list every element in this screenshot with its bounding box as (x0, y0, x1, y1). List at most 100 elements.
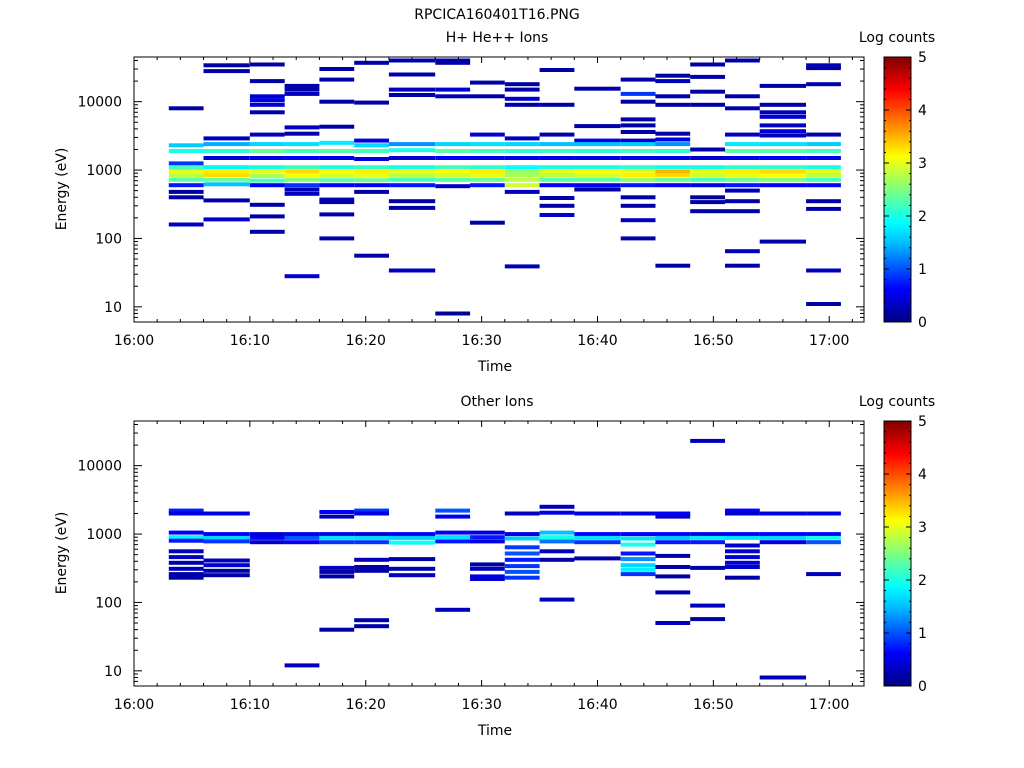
heatmap-cell (168, 511, 204, 516)
heatmap-cell (725, 555, 760, 560)
heatmap-cell (470, 539, 505, 544)
heatmap-cell (435, 311, 471, 316)
heatmap-cell (354, 165, 389, 170)
heatmap-cell (759, 114, 806, 119)
heatmap-cell (504, 189, 540, 194)
heatmap-cell (284, 91, 320, 96)
heatmap-cell (319, 156, 355, 160)
heatmap-cell (470, 165, 505, 170)
heatmap-cell (725, 249, 760, 254)
heatmap-cell (388, 268, 436, 273)
heatmap-cell (388, 177, 436, 182)
colorbar-tick-label: 1 (918, 626, 927, 642)
heatmap-cell (504, 87, 540, 92)
heatmap-cell (249, 174, 285, 178)
x-tick-label: 16:30 (461, 697, 501, 713)
colorbar-tick-label: 0 (918, 315, 927, 331)
colorbar-label: Log counts (859, 30, 935, 46)
heatmap-cell (690, 195, 725, 200)
heatmap-cell (435, 156, 471, 160)
heatmap-cell (249, 79, 285, 84)
heatmap-cell (759, 675, 806, 680)
heatmap-cell (504, 557, 540, 562)
heatmap-cell (806, 142, 841, 147)
heatmap-cell (620, 123, 656, 128)
heatmap-cell (504, 156, 540, 160)
heatmap-cell (354, 568, 389, 573)
heatmap-cell (203, 539, 250, 544)
heatmap-cell (759, 177, 806, 182)
heatmap-cell (620, 572, 656, 577)
heatmap-cell (690, 438, 725, 443)
heatmap-cell (806, 165, 841, 170)
heatmap-cell (759, 532, 806, 537)
heatmap-cell (249, 202, 285, 207)
heatmap-cell (435, 165, 471, 170)
figure-title: RPCICA160401T16.PNG (414, 7, 579, 23)
heatmap-cell (319, 510, 355, 514)
heatmap-cell (168, 549, 204, 554)
heatmap-cell (620, 138, 656, 143)
heatmap-cell (203, 69, 250, 74)
heatmap-cell (574, 540, 621, 545)
heatmap-cell (168, 575, 204, 580)
heatmap-cell (470, 149, 505, 153)
heatmap-cell (168, 165, 204, 170)
heatmap-cell (690, 617, 725, 622)
heatmap-cell (354, 138, 389, 143)
heatmap-cell (435, 87, 471, 92)
y-tick-label: 10 (104, 664, 122, 680)
heatmap-cell (470, 566, 505, 571)
heatmap-cell (759, 149, 806, 153)
heatmap-cell (574, 535, 621, 540)
y-tick-label: 100 (95, 231, 122, 247)
heatmap-cell (249, 535, 285, 540)
heatmap-cell (319, 200, 355, 205)
heatmap-cell (655, 137, 691, 142)
heatmap-cell (168, 173, 204, 178)
heatmap-cell (504, 551, 540, 556)
heatmap-cell (249, 183, 285, 188)
heatmap-cell (168, 149, 204, 153)
heatmap-cell (725, 209, 760, 214)
heatmap-cell (655, 177, 691, 182)
heatmap-cell (620, 567, 656, 572)
heatmap-cell (168, 555, 204, 560)
heatmap-cell (504, 511, 540, 516)
heatmap-cell (284, 532, 320, 537)
panel-other-ions: Other Ions Log counts Energy (eV) Time 1… (54, 394, 935, 739)
heatmap-cell (319, 514, 355, 519)
heatmap-cell (574, 124, 621, 129)
heatmap-cell (574, 138, 621, 143)
heatmap-cell (620, 130, 656, 134)
heatmap-cell (504, 532, 540, 537)
heatmap-cell (319, 183, 355, 188)
heatmap-cell (470, 562, 505, 567)
axes: 16:00 16:10 16:20 16:30 16:40 16:50 17:00 10 100… (77, 56, 865, 349)
heatmap-cell (284, 156, 320, 160)
heatmap-cell (574, 142, 621, 147)
heatmap-cell (284, 274, 320, 279)
heatmap-cell (655, 540, 691, 545)
heatmap-cell (504, 149, 540, 153)
y-tick-label: 1000 (86, 527, 122, 543)
heatmap-cell (319, 169, 355, 174)
heatmap-cell (620, 195, 656, 200)
heatmap-cell (284, 663, 320, 668)
heatmap-cell (539, 142, 575, 147)
heatmap-cell (435, 607, 471, 612)
heatmap-cell (354, 565, 389, 569)
x-tick-label: 16:40 (577, 333, 617, 349)
heatmap-cell (319, 627, 355, 632)
heatmap-cell (574, 86, 621, 91)
heatmap-cell (504, 183, 540, 188)
heatmap-cell (284, 83, 320, 88)
heatmap-cell (725, 560, 760, 565)
heatmap-cell (655, 590, 691, 595)
panel-h-he-ions: H+ He++ Ions Log counts Energy (eV) Time… (54, 30, 935, 375)
heatmap-cell (759, 102, 806, 107)
heatmap-cell (284, 149, 320, 153)
heatmap-cell (655, 514, 691, 519)
heatmap-cell (435, 58, 471, 63)
heatmap-cell (354, 100, 389, 105)
